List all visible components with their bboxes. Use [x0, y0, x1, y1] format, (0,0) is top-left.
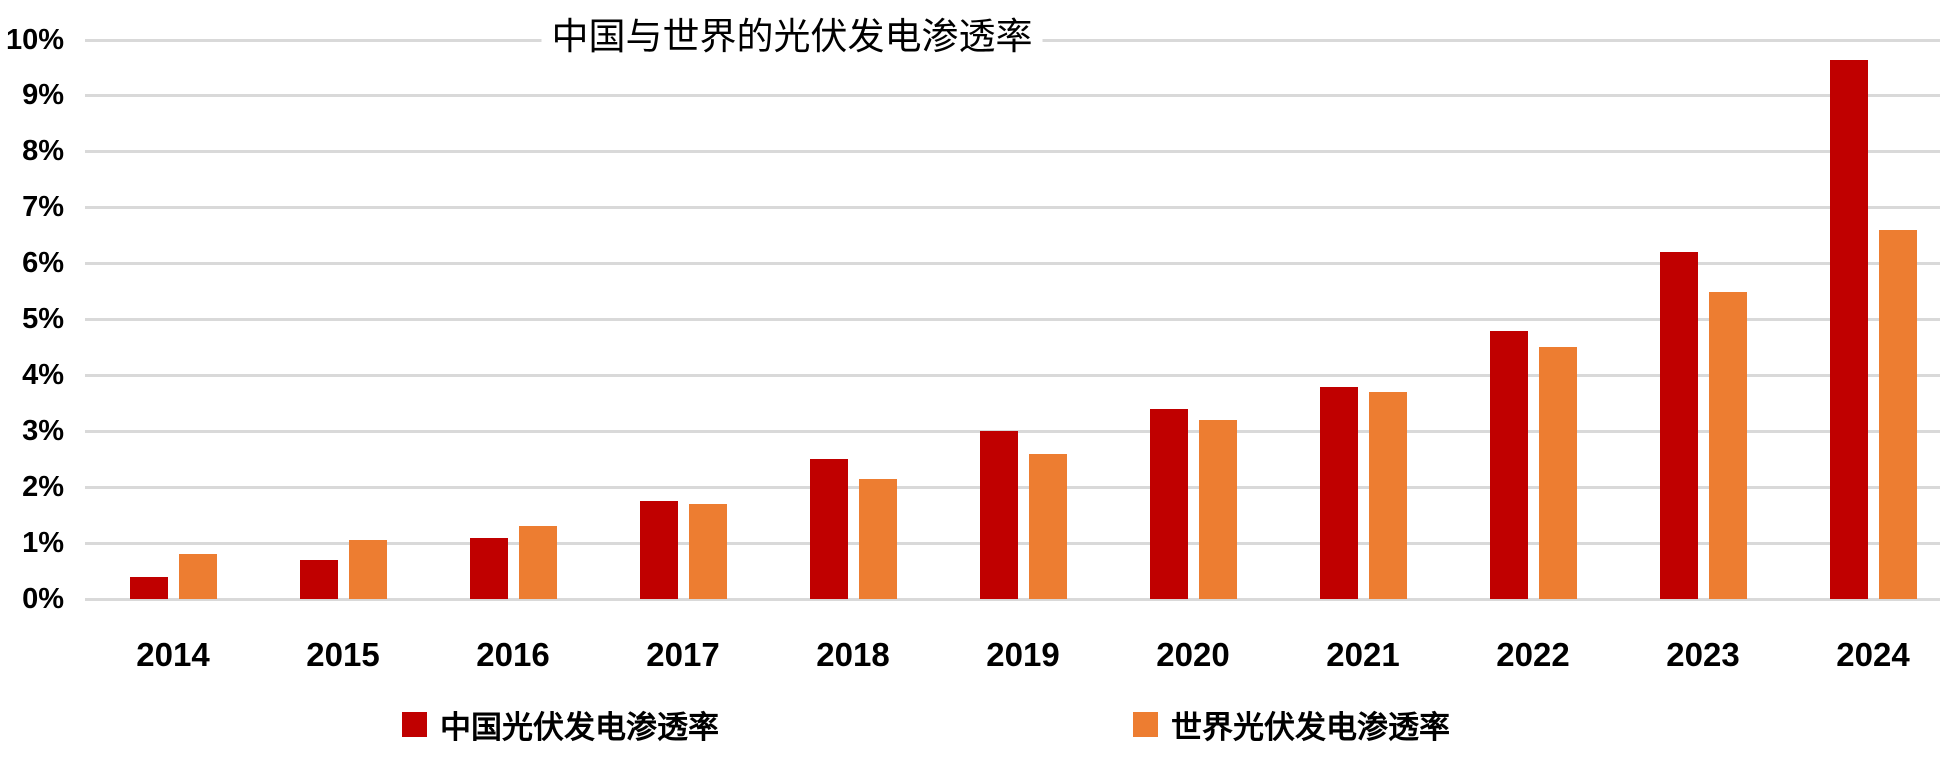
y-tick-5pct: 5%	[22, 303, 64, 335]
bar-china-2018	[809, 459, 848, 599]
bar-world-2016	[518, 526, 557, 599]
bar-world-2023	[1708, 291, 1747, 599]
y-tick-2pct: 2%	[22, 470, 64, 503]
y-tick-10pct: 10%	[5, 23, 64, 56]
y-tick-1pct: 1%	[22, 526, 64, 559]
x-tick-2023: 2023	[1666, 636, 1740, 673]
x-tick-2024: 2024	[1836, 636, 1910, 673]
bar-china-2019	[979, 431, 1018, 599]
y-tick-4pct: 4%	[22, 358, 64, 391]
bar-china-2015	[299, 559, 338, 599]
legend-swatch-world	[1133, 712, 1158, 737]
x-tick-2019: 2019	[986, 636, 1060, 673]
x-tick-2021: 2021	[1326, 636, 1400, 673]
gridline-6pct	[85, 262, 1940, 266]
chart-title: 中国与世界的光伏发电渗透率	[541, 6, 1043, 60]
bar-world-2022	[1538, 347, 1577, 599]
bar-world-2017	[688, 503, 727, 599]
y-tick-3pct: 3%	[22, 414, 64, 447]
bar-china-2017	[639, 501, 678, 599]
gridline-7pct	[85, 206, 1940, 210]
bar-world-2021	[1368, 392, 1407, 599]
x-tick-2020: 2020	[1156, 636, 1230, 673]
legend: 中国光伏发电渗透率 世界光伏发电渗透率	[0, 700, 1949, 745]
bar-world-2015	[348, 540, 387, 599]
bar-world-2014	[178, 554, 217, 599]
gridline-5pct	[85, 318, 1940, 321]
bar-china-2021	[1319, 386, 1358, 599]
gridline-0pct	[85, 597, 1940, 601]
bar-china-2023	[1659, 252, 1698, 599]
legend-item-china: 中国光伏发电渗透率	[402, 702, 719, 747]
x-axis: 2014 2015 2016 2017 2018 2019 2020 2021 2022 2023…	[0, 636, 1949, 681]
legend-swatch-china	[402, 712, 427, 737]
x-tick-2017: 2017	[646, 636, 720, 673]
y-tick-8pct: 8%	[22, 135, 64, 168]
bar-china-2020	[1149, 408, 1188, 599]
x-tick-2018: 2018	[816, 636, 890, 673]
bar-china-2022	[1489, 330, 1528, 599]
gridline-9pct	[85, 94, 1940, 98]
bar-world-2020	[1198, 420, 1237, 599]
y-axis: 0% 1% 2% 3% 4% 5% 6% 7% 8% 9% 10%	[0, 25, 64, 613]
bar-china-2016	[469, 537, 508, 599]
y-tick-6pct: 6%	[22, 247, 64, 280]
plot-area	[85, 38, 1940, 601]
bar-world-2018	[858, 478, 897, 599]
legend-item-world: 世界光伏发电渗透率	[1133, 702, 1450, 747]
bar-world-2019	[1028, 453, 1067, 599]
bar-world-2024	[1878, 230, 1917, 599]
x-tick-2015: 2015	[306, 636, 380, 673]
y-tick-9pct: 9%	[22, 79, 64, 112]
y-tick-7pct: 7%	[22, 191, 64, 224]
y-tick-0pct: 0%	[22, 582, 64, 615]
gridline-4pct	[85, 373, 1940, 377]
legend-label-world: 世界光伏发电渗透率	[1171, 710, 1450, 745]
bar-china-2014	[129, 576, 168, 599]
legend-label-china: 中国光伏发电渗透率	[440, 710, 719, 745]
x-tick-2016: 2016	[476, 636, 550, 673]
gridline-8pct	[85, 150, 1940, 154]
bar-china-2024	[1829, 59, 1868, 599]
x-tick-2022: 2022	[1496, 636, 1570, 673]
x-tick-2014: 2014	[136, 636, 210, 673]
